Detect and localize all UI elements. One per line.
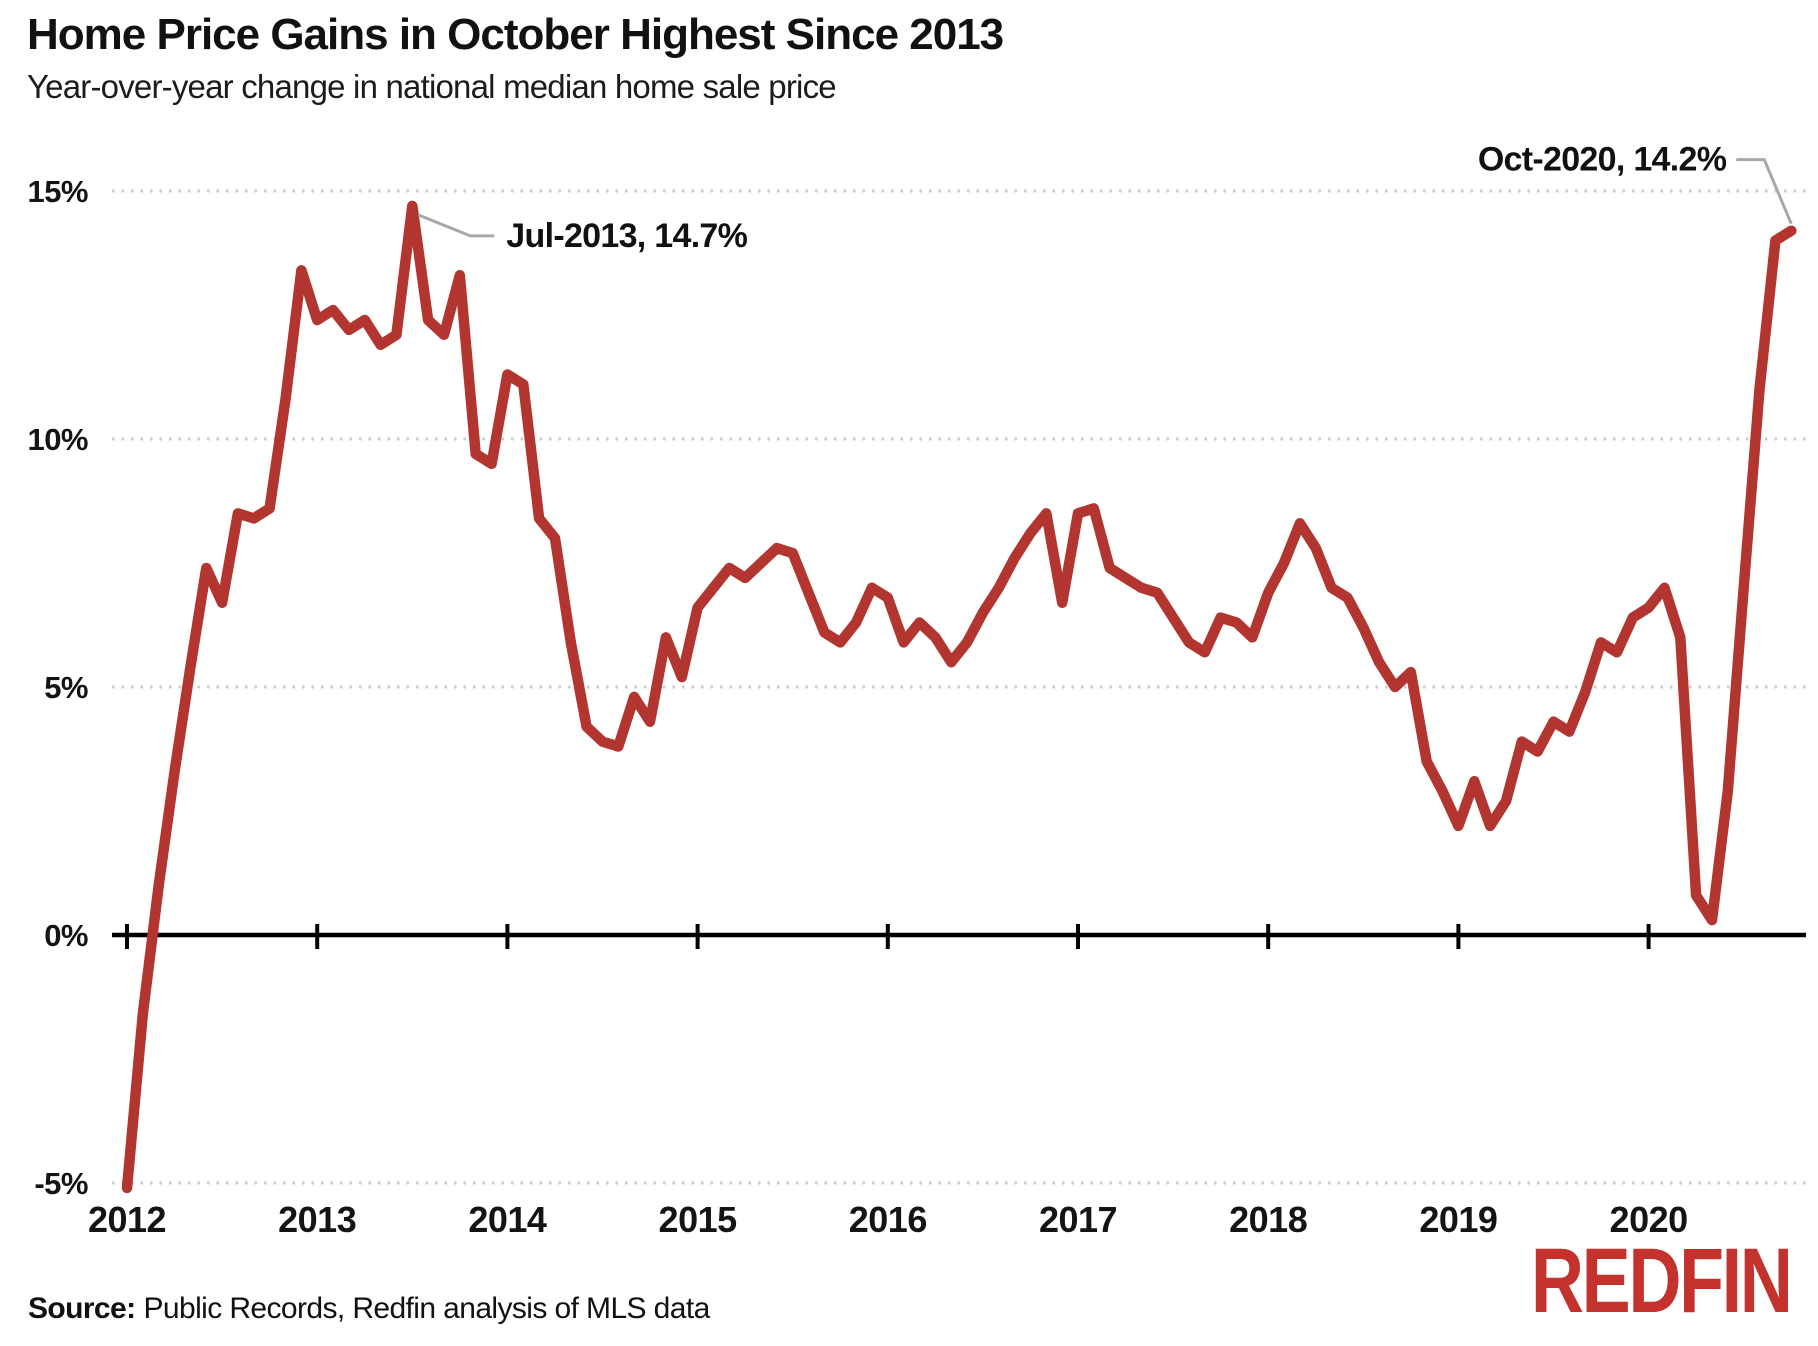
price-line bbox=[121, 200, 1797, 1194]
annotation-leader bbox=[417, 213, 495, 238]
x-axis-label: 2017 bbox=[1039, 1199, 1117, 1240]
x-axis-label: 2019 bbox=[1419, 1199, 1497, 1240]
x-axis-label: 2012 bbox=[88, 1199, 166, 1240]
x-axis-label: 2013 bbox=[278, 1199, 356, 1240]
redfin-logo: REDFIN bbox=[1530, 1230, 1792, 1332]
y-axis-label: -5% bbox=[34, 1166, 88, 1201]
x-axis-label: 2015 bbox=[659, 1199, 738, 1240]
annotation-label: Oct-2020, 14.2% bbox=[1478, 141, 1727, 179]
x-axis-label: 2018 bbox=[1229, 1199, 1307, 1240]
page-subtitle: Year-over-year change in national median… bbox=[27, 68, 837, 105]
source-text: Public Records, Redfin analysis of MLS d… bbox=[143, 1292, 711, 1325]
annotation-leader bbox=[1736, 158, 1793, 225]
annotation-label: Jul-2013, 14.7% bbox=[506, 217, 747, 255]
x-axis-label: 2016 bbox=[849, 1199, 927, 1240]
y-axis-label: 5% bbox=[44, 670, 88, 705]
x-axis-label: 2020 bbox=[1610, 1199, 1688, 1240]
x-axis-label: 2014 bbox=[468, 1199, 547, 1240]
source-label: Source: bbox=[28, 1292, 136, 1325]
page-title: Home Price Gains in October Highest Sinc… bbox=[27, 10, 1004, 59]
y-axis-label: 0% bbox=[44, 918, 88, 953]
y-axis-label: 10% bbox=[27, 422, 88, 457]
source-note: Source: Public Records, Redfin analysis o… bbox=[28, 1292, 710, 1326]
y-axis-label: 15% bbox=[27, 174, 88, 209]
